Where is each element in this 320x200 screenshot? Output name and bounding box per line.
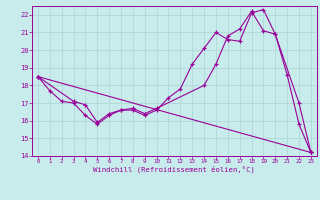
X-axis label: Windchill (Refroidissement éolien,°C): Windchill (Refroidissement éolien,°C) — [93, 166, 255, 173]
